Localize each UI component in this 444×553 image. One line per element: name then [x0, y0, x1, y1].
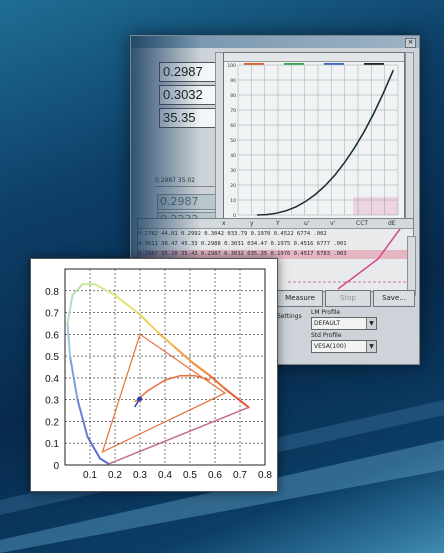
x-tick-label: 0.7: [233, 470, 247, 481]
y-tick-label: 0.1: [45, 439, 59, 450]
col-v: v': [330, 220, 336, 227]
y-tick-label: 20: [230, 183, 236, 189]
chromaticity-chart: 0.1 0.2 0.3 0.4 0.5 0.6 0.7 0.8 0 0.1 0.2 0.3 0.4 0.5…: [45, 268, 272, 481]
plot-frame: [64, 268, 266, 466]
table-row-selected[interactable]: 0.2987 35.20 35.43 0.2987 0.3032 035.35 …: [138, 250, 413, 259]
spectral-locus-segment: [71, 283, 84, 297]
std-profile-label: Std Profile: [311, 332, 342, 339]
chevron-down-icon[interactable]: ▼: [366, 318, 376, 329]
y-tick-label: 80: [230, 93, 236, 99]
y-tick-label: 0: [53, 461, 59, 472]
reading-luminance: 35.35: [159, 108, 220, 128]
x-tick-label: 0.8: [258, 470, 272, 481]
col-de: dE: [388, 220, 396, 227]
y-tick-label: 0.2: [45, 417, 59, 428]
y-tick-label: 0.3: [45, 396, 59, 407]
gamut-triangle: [101, 333, 227, 454]
lm-profile-select[interactable]: DEFAULT ▼: [311, 317, 377, 330]
x-tick-label: 0.2: [108, 470, 122, 481]
std-profile-value: VESA(100): [314, 343, 347, 350]
curve-series-line: [257, 70, 394, 216]
col-cct: CCT: [356, 220, 369, 227]
col-Y: Y: [276, 220, 280, 227]
col-u: u': [304, 220, 310, 227]
spectral-locus-segment: [66, 322, 71, 358]
small-readout: 0.2987 35.02: [155, 176, 219, 187]
y-tick-label: 30: [230, 168, 236, 174]
y-tick-label: 10: [230, 198, 236, 204]
curve-series-line: [257, 69, 394, 216]
settings-label: Settings: [277, 313, 302, 320]
y-tick-label: 0.4: [45, 374, 59, 385]
std-profile-select[interactable]: VESA(100) ▼: [311, 340, 377, 353]
save-button[interactable]: Save...: [373, 290, 415, 307]
spectral-locus-segment: [76, 398, 89, 438]
close-button[interactable]: ×: [405, 38, 416, 48]
x-tick-label: 0.6: [208, 470, 222, 481]
table-scrollbar[interactable]: [407, 236, 416, 296]
x-tick-label: 0.1: [83, 470, 97, 481]
spectral-locus-segment: [191, 361, 211, 377]
spectral-locus-segment: [69, 355, 79, 401]
spectral-locus-segment: [139, 313, 161, 336]
curve-scrollbar[interactable]: [405, 52, 414, 234]
y-tick-label: 60: [230, 123, 236, 129]
spectral-locus-segment: [99, 457, 110, 465]
spectral-locus-segment: [94, 283, 116, 297]
chromaticity-diagram-panel: 0.1 0.2 0.3 0.4 0.5 0.6 0.7 0.8 0 0.1 0.2 0.3 0.4 0.5…: [30, 258, 278, 492]
curve-series-line: [257, 70, 394, 216]
col-y: y: [250, 220, 254, 227]
curve-legend: [224, 53, 404, 65]
spectral-locus-segment: [159, 333, 176, 349]
spectral-locus-segment: [174, 346, 194, 364]
reading-y: 0.3032: [159, 85, 220, 105]
lm-profile-label: LM Profile: [311, 309, 341, 316]
col-x: x: [222, 220, 226, 227]
spectral-locus-segment: [66, 294, 74, 325]
tone-curve-panel: 100 90 80 70 60 50 40 30 20 10 0: [223, 52, 405, 234]
x-tick-label: 0.3: [133, 470, 147, 481]
lm-profile-value: DEFAULT: [314, 320, 340, 327]
y-tick-label: 40: [230, 153, 236, 159]
window-titlebar[interactable]: ×: [131, 36, 419, 48]
y-tick-label: 90: [230, 78, 236, 84]
x-tick-label: 0.4: [158, 470, 172, 481]
x-tick-label: 0.5: [183, 470, 197, 481]
reading-x: 0.2987: [159, 62, 220, 82]
planckian-locus: [134, 374, 211, 403]
purple-line: [108, 406, 250, 465]
highlight-region: [353, 197, 398, 215]
y-tick-label: 70: [230, 108, 236, 114]
measure-button[interactable]: Measure: [277, 290, 323, 307]
chevron-down-icon[interactable]: ▼: [366, 341, 376, 352]
spectral-locus-segment: [114, 294, 141, 316]
table-row[interactable]: 0.2782 44.01 0.2992 0.3042 033.79 0.1970…: [138, 231, 327, 237]
y-tick-label: 100: [227, 63, 236, 69]
y-tick-label: 0.7: [45, 309, 59, 320]
y-tick-label: 50: [230, 138, 236, 144]
y-tick-label: 0.8: [45, 287, 59, 298]
spectral-locus-segment: [209, 374, 226, 390]
faded-reading-1: 0.2987: [157, 194, 219, 210]
spectral-locus-segment: [224, 387, 250, 409]
table-header: x y Y u' v' CCT dE: [138, 219, 413, 229]
pink-graph-overlay: [288, 228, 408, 290]
y-tick-label: 0.6: [45, 330, 59, 341]
curve-series-line: [257, 70, 394, 216]
measured-point: [137, 396, 143, 402]
y-tick-label: 0.5: [45, 352, 59, 363]
table-row[interactable]: 0.3011 38.47 45.33 0.2988 0.3031 034.47 …: [138, 241, 347, 247]
stop-button[interactable]: Stop: [325, 290, 371, 307]
y-tick-label: 0: [233, 213, 236, 219]
spectral-locus-segment: [86, 435, 101, 460]
